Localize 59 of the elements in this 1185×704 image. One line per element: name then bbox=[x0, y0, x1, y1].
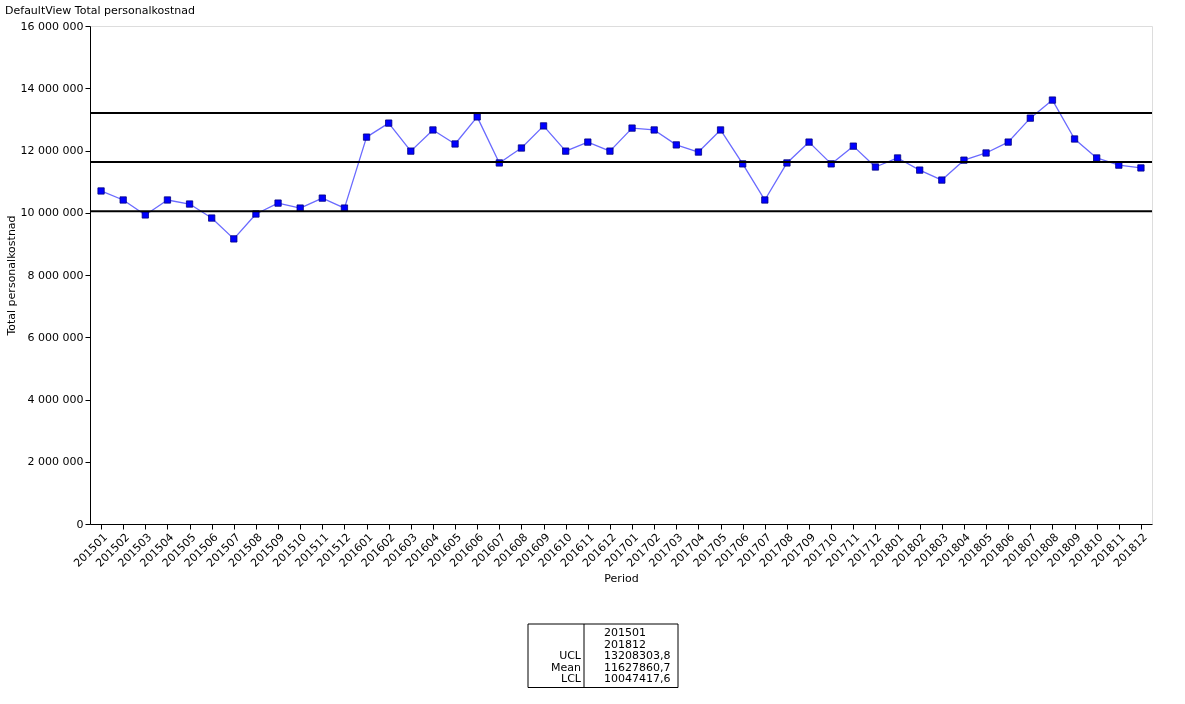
point bbox=[163, 196, 171, 204]
text: 201812 bbox=[604, 637, 646, 651]
point bbox=[274, 199, 282, 207]
y-tick-label: 8 000 000 bbox=[27, 268, 84, 282]
point bbox=[584, 138, 592, 146]
point bbox=[849, 142, 857, 150]
text: 10047417,6 bbox=[604, 672, 671, 685]
point bbox=[650, 126, 658, 134]
point bbox=[1137, 164, 1145, 172]
point bbox=[473, 113, 481, 121]
point bbox=[208, 214, 216, 222]
point bbox=[363, 133, 371, 141]
text: 201501 bbox=[604, 626, 646, 639]
point bbox=[761, 196, 769, 204]
y-tick-label: 10 000 000 bbox=[20, 206, 84, 220]
y-tick-label: 14 000 000 bbox=[20, 81, 84, 95]
point bbox=[894, 154, 902, 162]
point bbox=[119, 196, 127, 204]
point bbox=[517, 144, 525, 152]
point bbox=[628, 124, 636, 132]
point bbox=[916, 166, 924, 174]
point bbox=[672, 141, 680, 149]
point bbox=[1004, 138, 1012, 146]
point bbox=[429, 126, 437, 134]
point bbox=[871, 163, 879, 171]
x-axis-title: Period bbox=[604, 571, 639, 585]
text: Mean bbox=[551, 660, 582, 674]
text: UCL bbox=[559, 649, 582, 662]
point bbox=[606, 147, 614, 155]
point bbox=[97, 187, 105, 195]
point bbox=[694, 148, 702, 156]
point bbox=[562, 147, 570, 155]
text: LCL bbox=[561, 672, 582, 685]
point bbox=[982, 149, 990, 157]
point bbox=[451, 140, 459, 148]
point bbox=[385, 119, 393, 127]
y-tick-label: 4 000 000 bbox=[27, 393, 84, 406]
text: 11627860,7 bbox=[604, 660, 671, 674]
point bbox=[1048, 96, 1056, 104]
y-tick-label: 2 000 000 bbox=[27, 455, 84, 469]
point bbox=[1093, 154, 1101, 162]
point bbox=[230, 235, 238, 243]
point bbox=[938, 176, 946, 184]
y-tick-label: 12 000 000 bbox=[20, 144, 84, 157]
point bbox=[186, 200, 194, 208]
point bbox=[1071, 135, 1079, 143]
point bbox=[1026, 114, 1034, 122]
point bbox=[318, 194, 326, 202]
text: 13208303,8 bbox=[604, 649, 671, 662]
point bbox=[805, 138, 813, 146]
point bbox=[141, 211, 149, 219]
y-tick-label: 6 000 000 bbox=[27, 330, 84, 344]
chart-title: DefaultView Total personalkostnad bbox=[5, 4, 195, 17]
y-tick-label: 16 000 000 bbox=[20, 19, 84, 33]
y-tick-label: 0 bbox=[76, 517, 84, 531]
y-axis-title: Total personalkostnad bbox=[4, 215, 18, 337]
point bbox=[717, 126, 725, 134]
point bbox=[407, 147, 415, 155]
point bbox=[540, 122, 548, 130]
